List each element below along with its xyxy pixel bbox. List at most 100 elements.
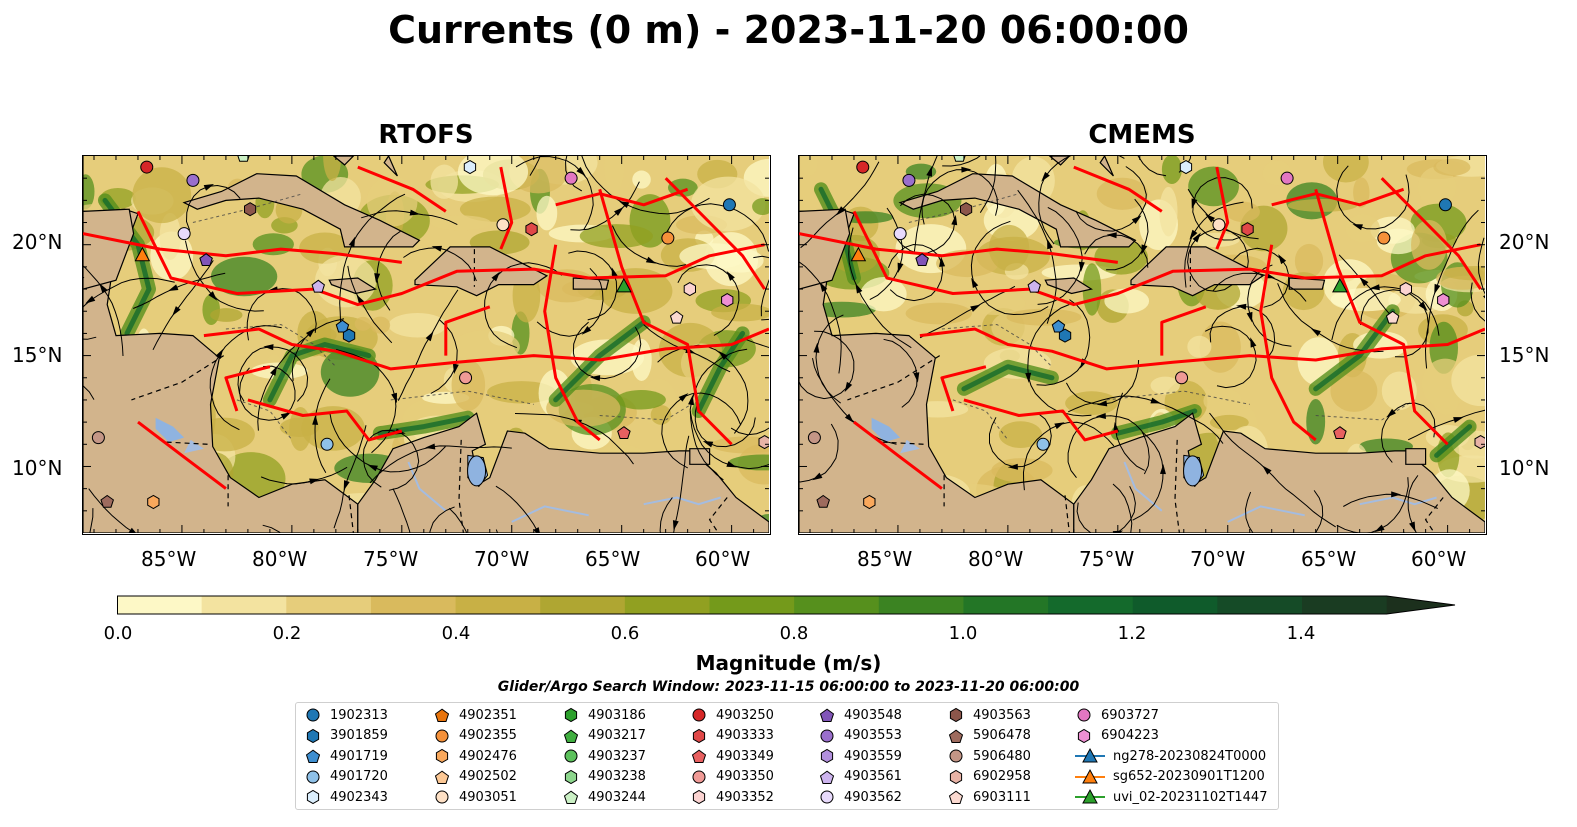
float-marker [722, 198, 736, 212]
search-window-title: Glider/Argo Search Window: 2023-11-15 06… [497, 679, 1080, 695]
legend-label: 3901859 [330, 728, 388, 744]
float-marker [758, 435, 769, 450]
legend-item: 4903333 [690, 726, 774, 746]
legend-marker-icon [948, 729, 964, 743]
colorbar-segment [794, 596, 880, 614]
legend-item: 4903352 [690, 787, 774, 807]
legend-marker-icon [564, 769, 578, 784]
legend-label: 4902343 [330, 789, 388, 805]
legend-label: 4903238 [588, 769, 646, 785]
legend-label: 4903244 [588, 789, 646, 805]
legend-label: 4903548 [844, 707, 902, 723]
float-marker [915, 253, 929, 266]
float-marker [816, 494, 830, 508]
lon-tick-label: 60°W [1411, 547, 1467, 571]
legend-label: 4901719 [330, 748, 388, 764]
float-marker [496, 218, 510, 232]
legend-label: 4903237 [588, 748, 646, 764]
lon-tick-label: 75°W [363, 547, 419, 571]
colorbar-tick-label: 0.2 [272, 623, 302, 644]
float-marker [311, 279, 325, 293]
legend-label: 4903553 [844, 728, 902, 744]
float-marker [1058, 328, 1072, 343]
colorbar-segment [1132, 596, 1218, 614]
colorbar-tick-label: 0.6 [610, 623, 640, 644]
float-marker [661, 231, 675, 245]
legend-label: 4903559 [844, 748, 902, 764]
legend-marker-icon [306, 708, 320, 722]
legend: 1902313 3901859 4901719 4901720 4902343 49023… [295, 702, 1279, 810]
legend-marker-icon [434, 770, 450, 784]
colorbar-segment [963, 596, 1049, 614]
legend-item: 3901859 [304, 726, 388, 746]
legend-marker-icon [564, 749, 578, 763]
legend-label: 6904223 [1101, 728, 1159, 744]
legend-marker-icon [692, 790, 706, 805]
float-marker [1474, 435, 1485, 450]
float-marker [960, 202, 973, 217]
float-marker [1377, 231, 1391, 245]
legend-item: uvi_02-20231102T1447 [1075, 787, 1267, 807]
legend-label: 4903250 [716, 707, 774, 723]
legend-label: 5906478 [973, 728, 1031, 744]
legend-marker-icon [820, 729, 834, 743]
legend-label: 4903186 [588, 707, 646, 723]
float-marker [564, 171, 578, 185]
colorbar-segment [1048, 596, 1134, 614]
legend-item: 4903350 [690, 767, 774, 787]
legend-marker-icon [435, 729, 449, 743]
colorbar-segment [201, 596, 287, 614]
legend-item: 4902502 [433, 767, 517, 787]
lat-tick-label: 20°N [12, 230, 63, 254]
legend-item: 6903111 [947, 787, 1031, 807]
legend-marker-icon [1075, 768, 1105, 784]
lat-tick-label: 15°N [1499, 343, 1550, 367]
float-marker [177, 227, 191, 241]
legend-label: 4903333 [716, 728, 774, 744]
float-marker [147, 494, 160, 510]
legend-label: 5906480 [973, 748, 1031, 764]
legend-label: 4901720 [330, 769, 388, 785]
legend-marker-icon [949, 707, 963, 723]
legend-marker-icon [692, 728, 706, 743]
legend-marker-icon [692, 770, 706, 784]
colorbar-extend-arrow [1386, 596, 1455, 614]
legend-label: ng278-20230824T0000 [1113, 748, 1267, 764]
float-marker [244, 202, 257, 217]
colorbar-segment [709, 596, 795, 614]
legend-item: 4901720 [304, 767, 388, 787]
colorbar-title: Magnitude (m/s) [695, 651, 882, 675]
current-map [799, 156, 1485, 533]
float-marker [893, 227, 907, 241]
lon-tick-label: 80°W [252, 547, 308, 571]
legend-item: 4903250 [690, 705, 774, 725]
lon-tick-label: 65°W [1301, 547, 1357, 571]
legend-item: 4902476 [433, 746, 517, 766]
legend-marker-icon [306, 728, 320, 743]
lon-tick-label: 85°W [857, 547, 913, 571]
float-marker [463, 160, 477, 175]
lon-tick-label: 70°W [1190, 547, 1246, 571]
colorbar-tick-label: 1.2 [1117, 623, 1147, 644]
float-marker [199, 253, 213, 266]
lake-maracaibo [467, 455, 487, 487]
panel-title-cmems: CMEMS [1088, 120, 1196, 150]
legend-marker-icon [949, 749, 963, 763]
float-marker [1385, 310, 1400, 324]
legend-label: 4903563 [973, 707, 1031, 723]
legend-item: 4903237 [562, 746, 646, 766]
legend-item: 4902343 [304, 787, 388, 807]
float-marker [1280, 171, 1294, 185]
float-marker [807, 431, 821, 445]
colorbar-segment [540, 596, 626, 614]
colorbar-tick-label: 1.0 [948, 623, 978, 644]
float-marker [186, 173, 200, 187]
legend-item: sg652-20230901T1200 [1075, 767, 1265, 787]
colorbar-segment [878, 596, 964, 614]
float-marker [683, 282, 696, 297]
lon-tick-label: 60°W [695, 547, 751, 571]
legend-label: 4903051 [459, 789, 517, 805]
float-marker [140, 160, 154, 174]
lon-tick-label: 80°W [968, 547, 1024, 571]
legend-marker-icon [692, 708, 706, 722]
